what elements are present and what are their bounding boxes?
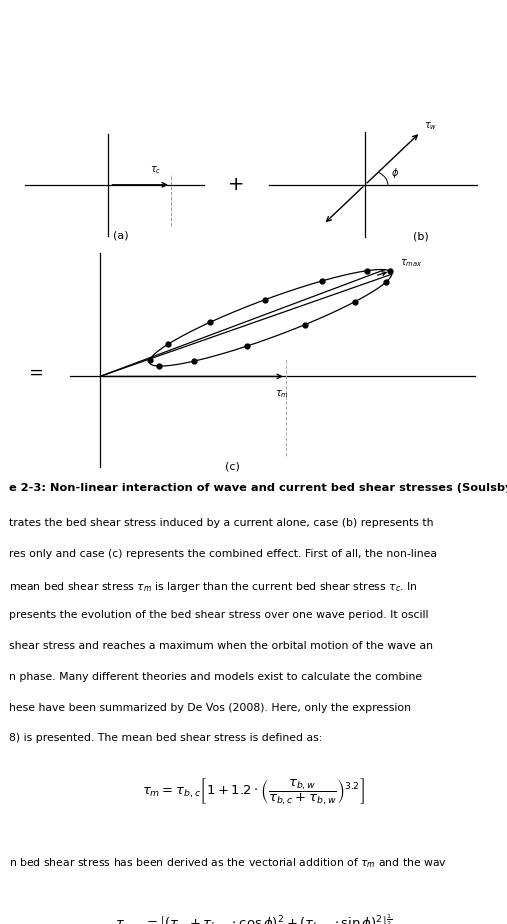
Text: +: + bbox=[228, 176, 244, 194]
Text: res only and case (c) represents the combined effect. First of all, the non-line: res only and case (c) represents the com… bbox=[9, 549, 437, 559]
Text: n bed shear stress has been derived as the vectorial addition of $\tau_m$ and th: n bed shear stress has been derived as t… bbox=[9, 857, 447, 870]
Text: hese have been summarized by De Vos (2008). Here, only the expression: hese have been summarized by De Vos (200… bbox=[9, 702, 411, 712]
Text: $\tau_w$: $\tau_w$ bbox=[424, 120, 438, 132]
Text: $\tau_{max} = \left[(\tau_m + \tau_{b,w} \cdot \cos\phi)^2 + (\tau_{b,w} \cdot \: $\tau_{max} = \left[(\tau_m + \tau_{b,w}… bbox=[115, 912, 392, 924]
Text: presents the evolution of the bed shear stress over one wave period. It oscill: presents the evolution of the bed shear … bbox=[9, 611, 428, 620]
Text: e 2-3: Non-linear interaction of wave and current bed shear stresses (Soulsby, 1: e 2-3: Non-linear interaction of wave an… bbox=[9, 482, 507, 492]
Text: $\tau_c$: $\tau_c$ bbox=[150, 164, 162, 176]
Text: n phase. Many different theories and models exist to calculate the combine: n phase. Many different theories and mod… bbox=[9, 672, 422, 682]
Text: (c): (c) bbox=[225, 461, 240, 471]
Text: shear stress and reaches a maximum when the orbital motion of the wave an: shear stress and reaches a maximum when … bbox=[9, 641, 433, 651]
Text: (a): (a) bbox=[113, 230, 129, 240]
Text: (b): (b) bbox=[413, 231, 429, 241]
Text: $\phi$: $\phi$ bbox=[391, 166, 400, 180]
Text: $\tau_m = \tau_{b,c}\left[1 + 1.2 \cdot \left(\dfrac{\tau_{b,w}}{\tau_{b,c} + \t: $\tau_m = \tau_{b,c}\left[1 + 1.2 \cdot … bbox=[142, 776, 365, 808]
Text: $\tau_{max}$: $\tau_{max}$ bbox=[400, 258, 422, 269]
Text: 8) is presented. The mean bed shear stress is defined as:: 8) is presented. The mean bed shear stre… bbox=[9, 734, 322, 744]
Text: =: = bbox=[28, 364, 43, 382]
Text: mean bed shear stress $\tau_m$ is larger than the current bed shear stress $\tau: mean bed shear stress $\tau_m$ is larger… bbox=[9, 579, 418, 593]
Text: trates the bed shear stress induced by a current alone, case (b) represents th: trates the bed shear stress induced by a… bbox=[9, 518, 433, 528]
Text: $\tau_m$: $\tau_m$ bbox=[275, 388, 289, 399]
